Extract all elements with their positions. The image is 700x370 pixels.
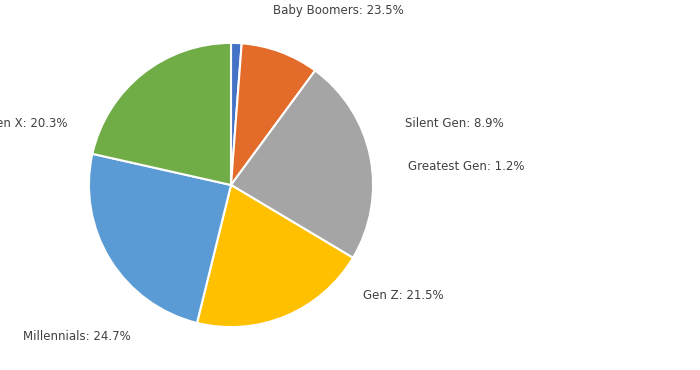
Wedge shape <box>231 71 373 258</box>
Text: Gen Z: 21.5%: Gen Z: 21.5% <box>363 289 443 302</box>
Text: Gen X: 20.3%: Gen X: 20.3% <box>0 117 67 130</box>
Wedge shape <box>89 154 231 323</box>
Text: Baby Boomers: 23.5%: Baby Boomers: 23.5% <box>273 4 404 17</box>
Text: Millennials: 24.7%: Millennials: 24.7% <box>22 330 130 343</box>
Text: Silent Gen: 8.9%: Silent Gen: 8.9% <box>405 117 503 130</box>
Wedge shape <box>92 43 231 185</box>
Wedge shape <box>231 43 315 185</box>
Wedge shape <box>231 43 241 185</box>
Text: Greatest Gen: 1.2%: Greatest Gen: 1.2% <box>409 161 525 174</box>
Wedge shape <box>197 185 353 327</box>
